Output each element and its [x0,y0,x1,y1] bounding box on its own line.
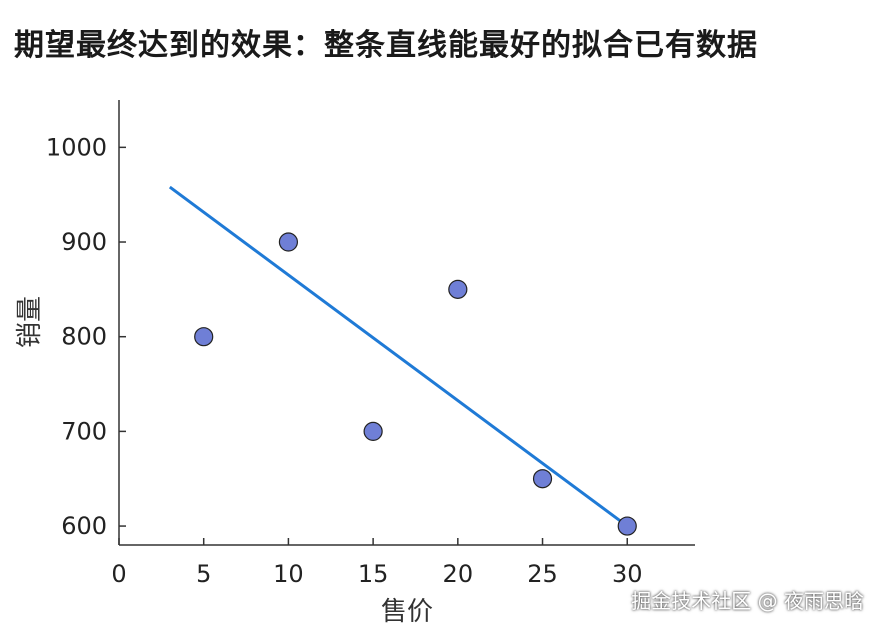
data-point [617,516,637,536]
data-point [363,421,383,441]
y-tick-label: 900 [61,228,107,256]
data-point [278,232,299,252]
watermark: 掘金技术社区 @ 夜雨思晗 [631,589,864,613]
data-point [194,327,214,347]
y-tick-label: 700 [61,417,107,445]
y-tick-label: 600 [61,512,107,540]
chart-title: 期望最终达到的效果：整条直线能最好的拟合已有数据 [14,28,758,63]
fit-line [168,185,629,528]
x-tick-label: 10 [273,560,304,588]
y-axis-label: 销量 [15,296,45,348]
y-tick-label: 800 [61,323,107,351]
data-point [532,469,553,489]
fit-line-group [168,185,629,528]
y-tick-label: 1000 [46,133,107,161]
x-tick-label: 30 [612,560,643,588]
x-tick-label: 5 [196,560,211,588]
x-tick-label: 15 [358,560,389,588]
data-points [194,232,637,536]
x-tick-label: 20 [443,560,474,588]
x-tick-label: 25 [527,560,558,588]
axes: 0 5 10 15 20 25 30 600 700 800 900 1000 [46,100,695,588]
data-point [448,279,468,299]
x-tick-label: 0 [111,560,126,588]
x-axis-label: 售价 [381,597,433,627]
